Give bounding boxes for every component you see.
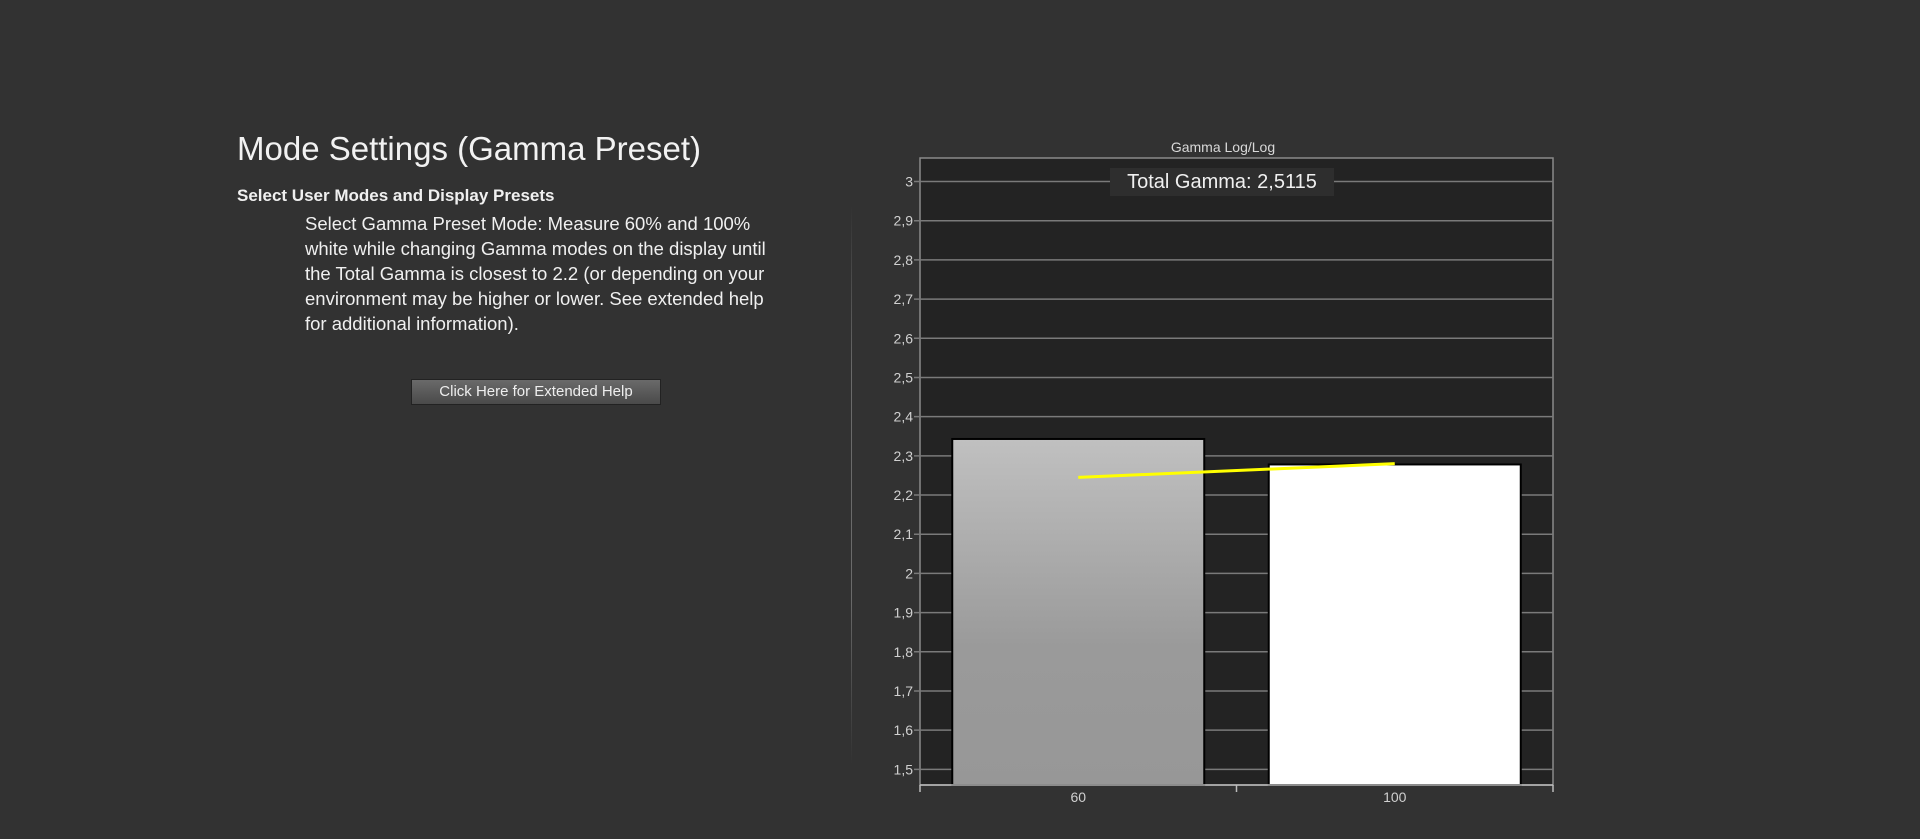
gamma-line xyxy=(1078,462,1395,479)
extended-help-button[interactable]: Click Here for Extended Help xyxy=(411,379,661,405)
x-tick-label: 60 xyxy=(1070,789,1086,805)
y-tick-label: 1,7 xyxy=(894,683,914,699)
y-tick-label: 2,7 xyxy=(894,291,914,307)
total-gamma-label: Total Gamma: 2,5115 xyxy=(1110,168,1334,196)
y-tick-label: 2,3 xyxy=(894,448,914,464)
y-tick-label: 3 xyxy=(905,174,913,190)
y-tick-label: 2,4 xyxy=(894,409,914,425)
chart-title: Gamma Log/Log xyxy=(1171,139,1275,155)
bar-60 xyxy=(951,437,1206,786)
y-tick-label: 1,8 xyxy=(894,644,914,660)
y-tick-label: 2,5 xyxy=(894,369,914,385)
y-tick-label: 2,6 xyxy=(894,330,914,346)
x-tick-label: 100 xyxy=(1383,789,1407,805)
y-tick-label: 1,6 xyxy=(894,722,914,738)
y-tick-label: 2,2 xyxy=(894,487,914,503)
y-tick-label: 2,9 xyxy=(894,213,914,229)
vertical-divider xyxy=(851,205,852,765)
y-tick-label: 2 xyxy=(905,565,913,581)
instructions-text: Select Gamma Preset Mode: Measure 60% an… xyxy=(305,213,766,334)
bar-100 xyxy=(1267,463,1522,786)
y-tick-label: 2,1 xyxy=(894,526,914,542)
section-subtitle: Select User Modes and Display Presets xyxy=(237,186,555,205)
y-tick-label: 2,8 xyxy=(894,252,914,268)
page-title: Mode Settings (Gamma Preset) xyxy=(237,130,701,167)
y-tick-label: 1,5 xyxy=(894,761,914,777)
y-tick-label: 1,9 xyxy=(894,605,914,621)
